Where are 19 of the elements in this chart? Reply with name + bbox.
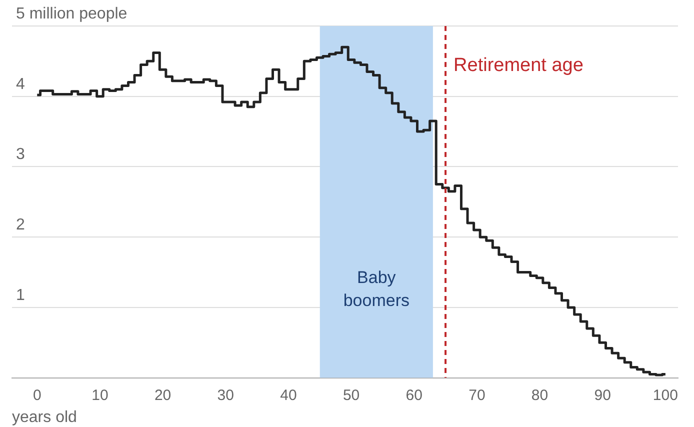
x-tick-label: 60 [406, 386, 422, 404]
x-tick-label: 70 [468, 386, 486, 404]
x-tick-label: 0 [32, 386, 42, 404]
x-tick-label: 90 [594, 386, 611, 404]
x-tick-label: 30 [217, 386, 234, 404]
y-tick-label: 3 [16, 146, 25, 164]
x-tick-label: 20 [154, 386, 172, 404]
x-tick-label: 100 [652, 386, 678, 404]
ref-line-label: Retirement age [454, 55, 584, 76]
x-tick-label: 40 [280, 386, 297, 404]
y-tick-label: 4 [16, 76, 25, 93]
x-tick-label: 80 [531, 386, 548, 404]
x-tick-label: 50 [342, 386, 360, 404]
x-tick-label: 10 [92, 386, 108, 404]
y-tick-label: 2 [16, 216, 25, 234]
y-tick-label: 5 million people [16, 5, 128, 22]
band-label: Baby boomers [343, 268, 410, 310]
x-axis-title: years old [12, 408, 77, 426]
y-tick-label: 1 [16, 286, 25, 304]
